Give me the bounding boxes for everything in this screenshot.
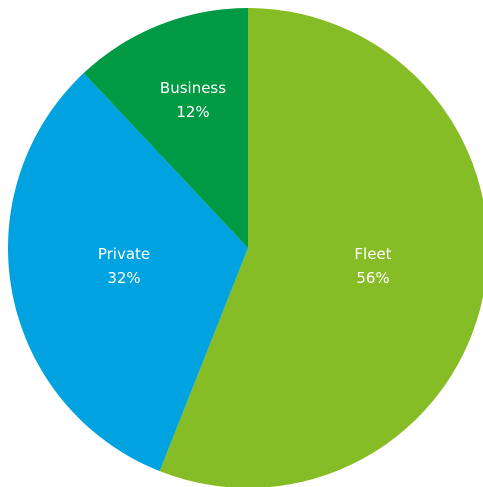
pie-slice-business <box>83 8 249 248</box>
pie-slice-fleet <box>159 8 483 487</box>
slice-value-business: 12% <box>176 103 209 121</box>
slice-value-fleet: 56% <box>356 269 389 287</box>
slice-value-private: 32% <box>107 269 140 287</box>
slice-label-fleet: Fleet <box>354 245 391 263</box>
pie-slices <box>7 8 483 487</box>
slice-label-private: Private <box>98 245 150 263</box>
pie-slice-private <box>7 73 249 472</box>
pie-labels: Fleet 56% Private 32% Business 12% <box>98 79 392 287</box>
slice-label-business: Business <box>160 79 226 97</box>
